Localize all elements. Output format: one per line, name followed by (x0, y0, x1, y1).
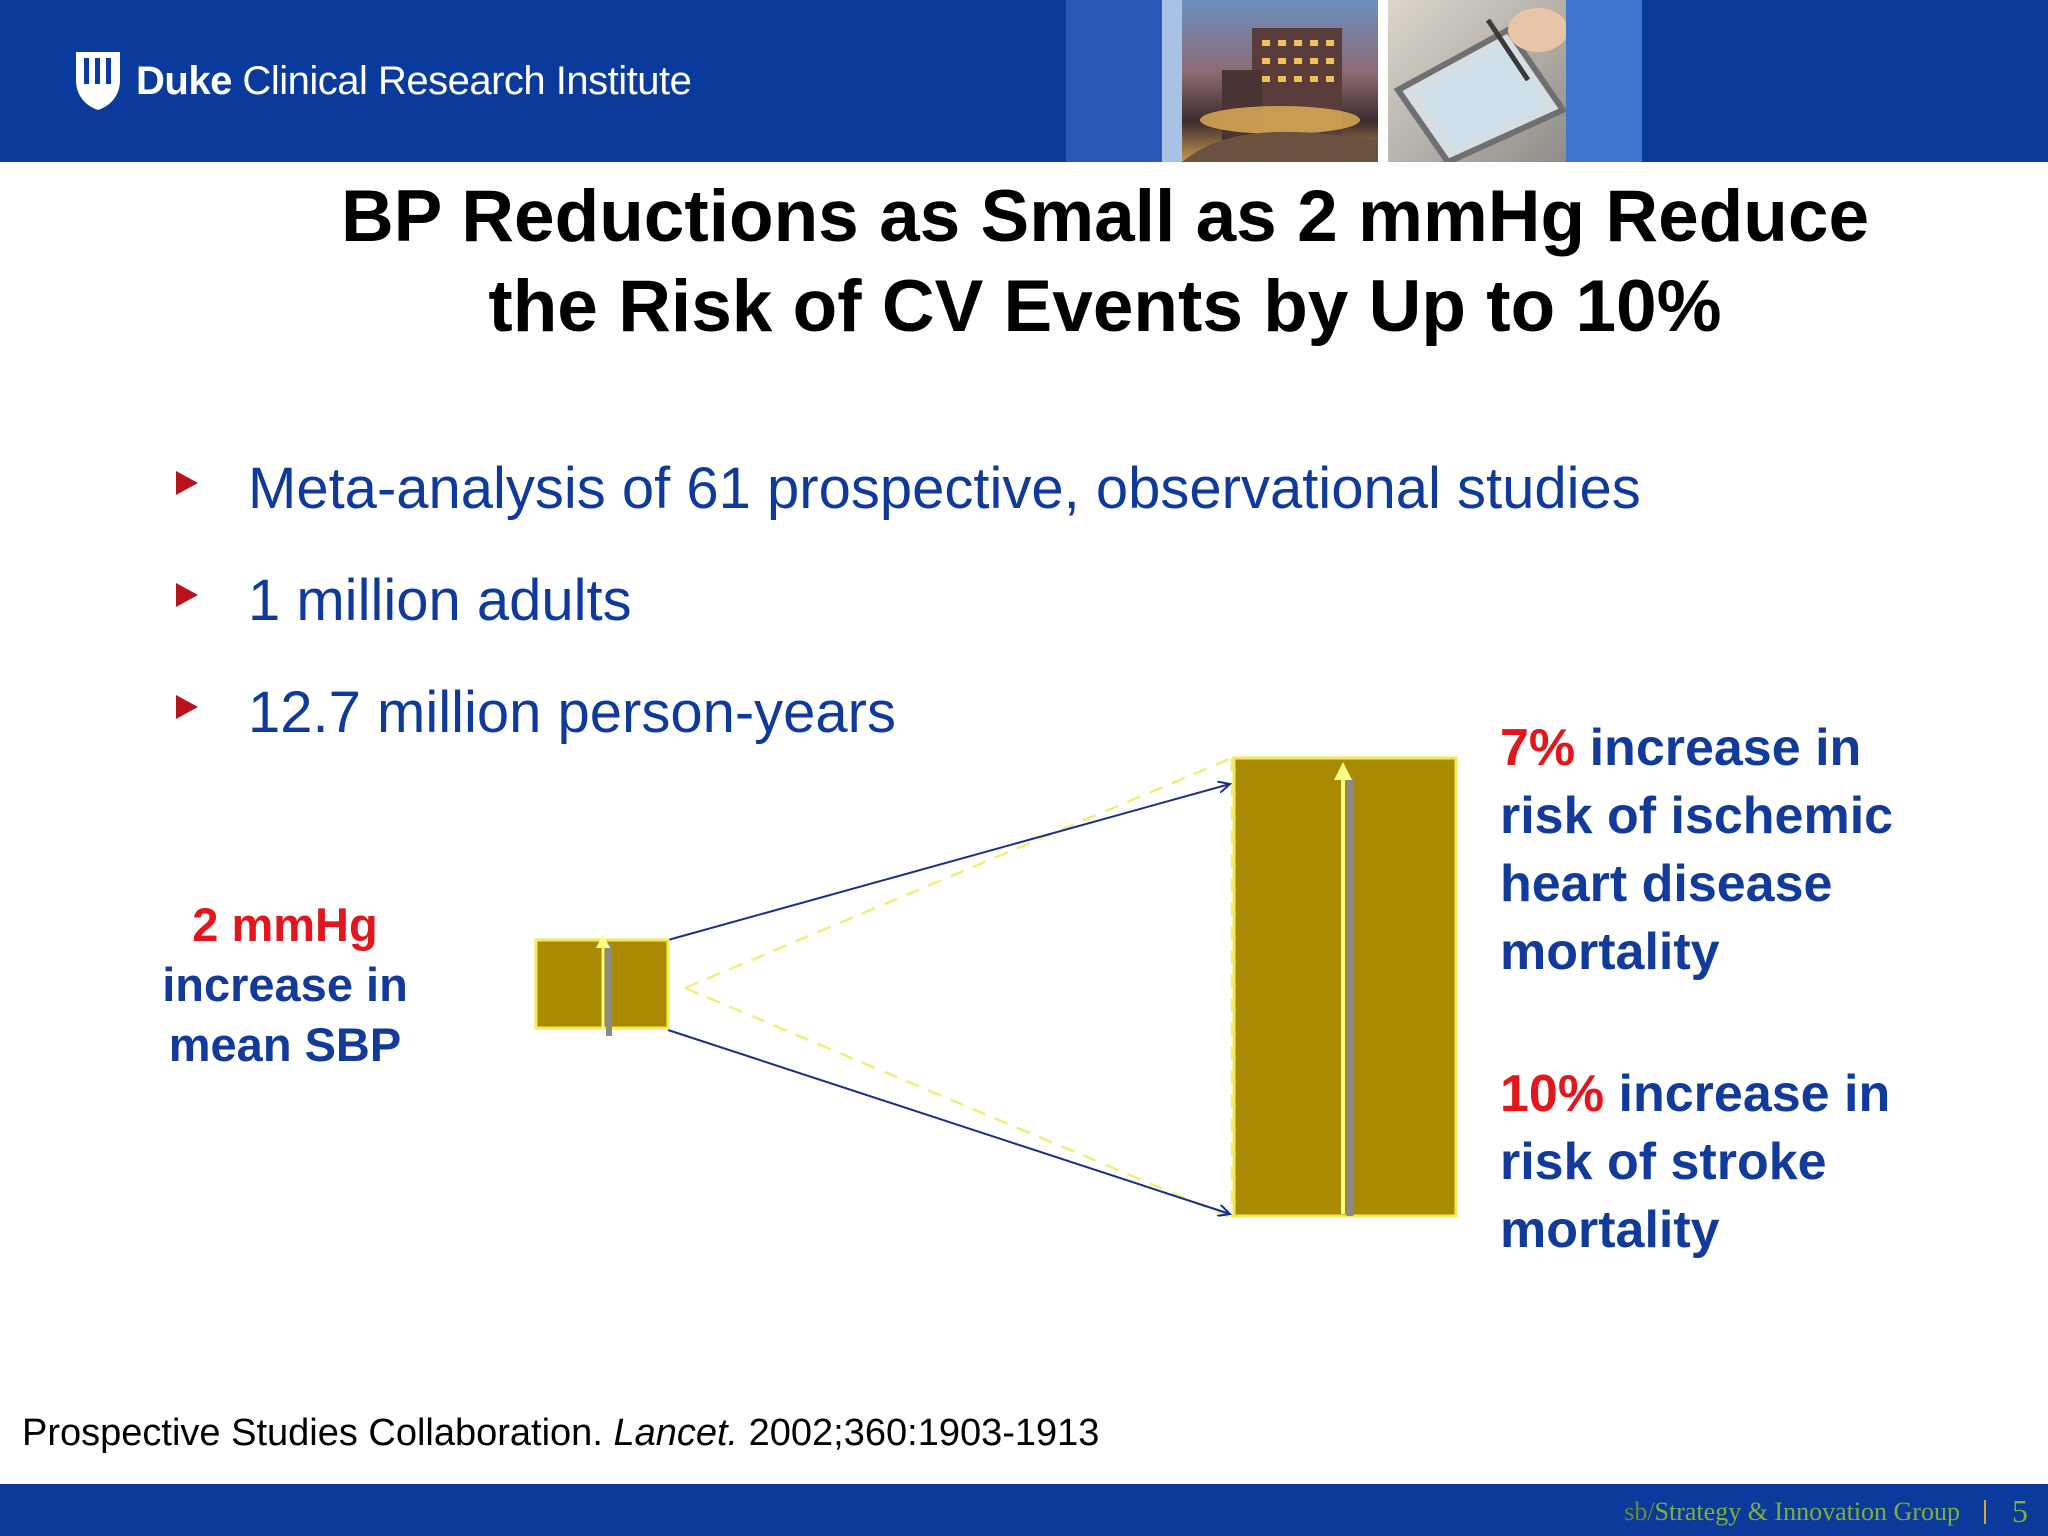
bullet-item: 1 million adults (176, 544, 1876, 656)
header-band: Duke Clinical Research Institute (0, 0, 2048, 162)
stroke-risk-percent: 10% (1500, 1065, 1605, 1123)
citation-journal: Lancet. (613, 1412, 739, 1454)
stroke-risk-line: 10% increase in (1500, 1060, 2020, 1128)
ihd-risk-line: heart disease (1500, 855, 1833, 913)
title-line-2: the Risk of CV Events by Up to 10% (488, 266, 1722, 347)
ihd-risk-line: mortality (1500, 923, 1720, 981)
stroke-risk-text: increase in (1604, 1065, 1891, 1123)
bullet-item: 12.7 million person-years (176, 656, 1876, 768)
citation-authors: Prospective Studies Collaboration. (22, 1412, 614, 1454)
logo-text: Duke Clinical Research Institute (136, 58, 692, 104)
expand-arrow-top (667, 784, 1230, 941)
bullet-text: Meta-analysis of 61 prospective, observa… (248, 455, 1641, 521)
duke-shield-icon (76, 52, 120, 110)
small-box-arrowhead-icon (596, 934, 610, 948)
ihd-risk-label: 7% increase in risk of ischemic heart di… (1500, 714, 2020, 986)
tablet-photo (1388, 0, 1566, 162)
strip-tint-block (1566, 0, 1642, 162)
sbp-increase-line: increase in (162, 958, 408, 1011)
bullet-triangle-icon (176, 695, 198, 719)
building-photo (1182, 0, 1378, 162)
ihd-risk-line: 7% increase in (1500, 714, 2020, 782)
sbp-increase-label: 2 mmHg increase in mean SBP (140, 895, 430, 1075)
citation-reference: 2002;360:1903-1913 (738, 1412, 1100, 1454)
bullet-list: Meta-analysis of 61 prospective, observa… (176, 432, 1876, 768)
small-bp-box (534, 938, 670, 1030)
title-line-1: BP Reductions as Small as 2 mmHg Reduce (340, 176, 1870, 257)
footer-divider (1984, 1500, 1986, 1524)
header-photo-strip (1066, 0, 2048, 162)
strip-tint-block (1162, 0, 1182, 162)
footer-group-label: Strategy & Innovation Group (1654, 1497, 1960, 1526)
bullet-text: 1 million adults (248, 567, 632, 633)
bullet-triangle-icon (176, 471, 198, 495)
page-number: 5 (2012, 1493, 2028, 1529)
citation: Prospective Studies Collaboration. Lance… (22, 1412, 1099, 1455)
stroke-risk-line: mortality (1500, 1201, 1720, 1259)
expand-arrow-bottom (667, 1029, 1230, 1214)
ihd-risk-percent: 7% (1500, 719, 1576, 777)
slide-title: BP Reductions as Small as 2 mmHg Reduce … (230, 172, 1980, 352)
ihd-risk-line: risk of ischemic (1500, 787, 1894, 845)
building-photo-image (1182, 28, 1378, 162)
footer-group-name: sb/Strategy & Innovation Group (1624, 1497, 1960, 1527)
ihd-risk-text: increase in (1575, 719, 1862, 777)
footer-band: sb/Strategy & Innovation Group 5 (0, 1484, 2048, 1536)
projection-dashed-line-top (684, 756, 1233, 990)
logo-text-rest: Clinical Research Institute (231, 58, 692, 103)
strip-divider (1378, 0, 1388, 162)
footer-prefix: sb/ (1624, 1497, 1655, 1526)
stroke-risk-line: risk of stroke (1500, 1133, 1827, 1191)
logo-text-bold: Duke (136, 58, 232, 103)
bullet-text: 12.7 million person-years (248, 679, 896, 745)
duke-logo: Duke Clinical Research Institute (74, 50, 692, 112)
large-risk-box (1232, 756, 1458, 1218)
sbp-increase-highlight: 2 mmHg (192, 898, 378, 951)
bullet-triangle-icon (176, 583, 198, 607)
sbp-increase-line: mean SBP (168, 1018, 402, 1071)
strip-tint-block (1642, 0, 2048, 162)
tablet-photo-image (1393, 8, 1566, 162)
strip-tint-block (1066, 0, 1162, 162)
bullet-item: Meta-analysis of 61 prospective, observa… (176, 432, 1876, 544)
projection-dashed-line-bottom (684, 986, 1233, 1220)
stroke-risk-label: 10% increase in risk of stroke mortality (1500, 1060, 2020, 1264)
